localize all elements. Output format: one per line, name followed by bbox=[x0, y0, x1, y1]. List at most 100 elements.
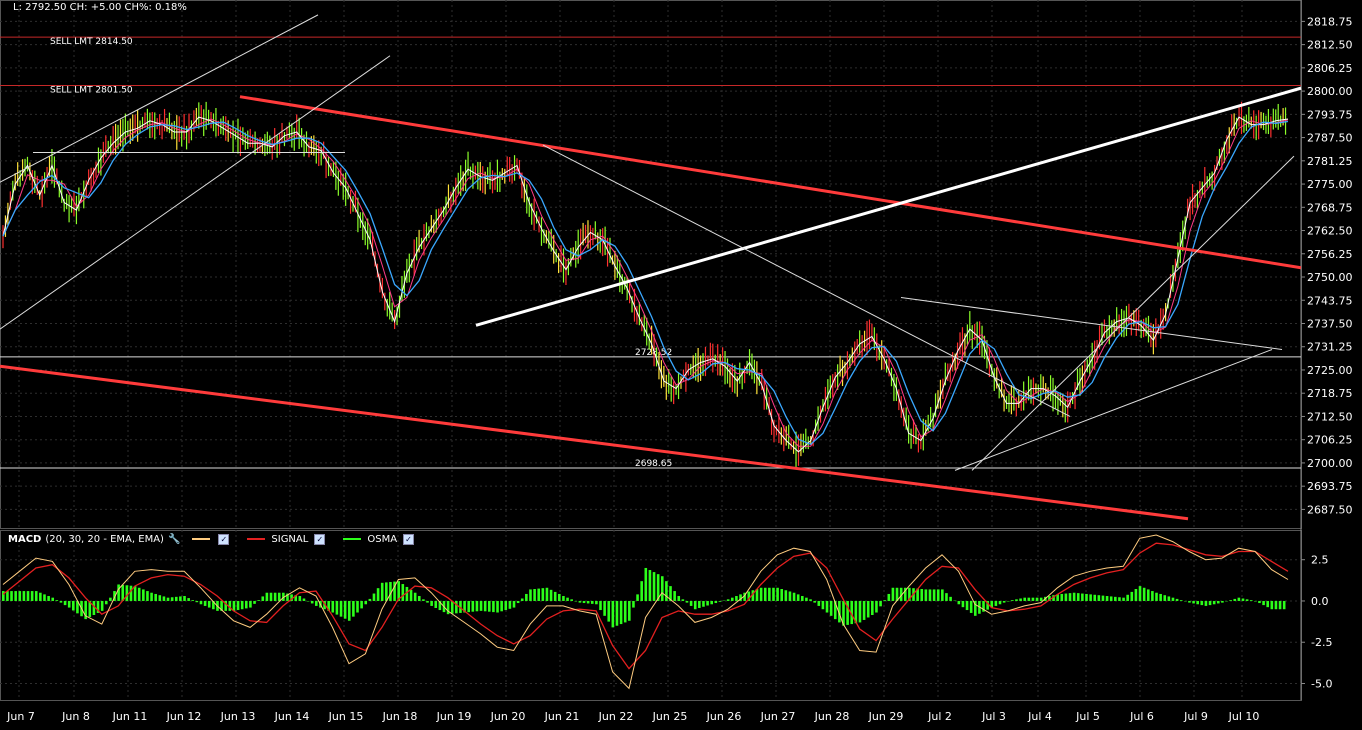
osma-bar bbox=[508, 600, 512, 609]
osma-bar bbox=[306, 600, 310, 602]
osma-bar bbox=[1027, 597, 1031, 601]
osma-bar bbox=[801, 596, 804, 601]
osma-bar bbox=[1151, 591, 1154, 601]
osma-bar bbox=[113, 591, 116, 601]
y-tick-label: 2806.25 bbox=[1307, 62, 1353, 75]
x-tick-label: Jun 29 bbox=[868, 710, 904, 723]
osma-bar bbox=[1085, 593, 1088, 601]
osma-bar bbox=[1048, 596, 1051, 601]
osma-bar bbox=[578, 600, 582, 603]
signal-label: SIGNAL bbox=[271, 533, 309, 545]
osma-bar bbox=[883, 600, 886, 601]
osma-bar bbox=[261, 596, 265, 601]
osma-bar bbox=[1060, 593, 1064, 601]
osma-bar bbox=[360, 600, 363, 609]
osma-bar bbox=[636, 594, 639, 601]
y-tick-label: 2787.50 bbox=[1307, 132, 1353, 145]
osma-bar bbox=[784, 590, 788, 601]
red-channel-upper bbox=[239, 95, 1302, 270]
osma-bar bbox=[936, 589, 940, 601]
ma-mid-line bbox=[2, 118, 1289, 447]
osma-bar bbox=[702, 600, 705, 607]
osma-bar bbox=[166, 597, 170, 601]
macd-checkbox-icon[interactable]: ✓ bbox=[218, 533, 230, 545]
osma-bar bbox=[401, 584, 405, 601]
osma-bar bbox=[792, 592, 796, 601]
osma-bar bbox=[574, 600, 578, 602]
osma-bar bbox=[796, 594, 800, 601]
osma-bar bbox=[973, 600, 977, 616]
osma-bar bbox=[846, 600, 849, 625]
osma-bar bbox=[352, 600, 355, 617]
macd-frame bbox=[0, 530, 1302, 701]
osma-bar bbox=[492, 600, 495, 613]
x-tick-label: Jul 10 bbox=[1228, 710, 1260, 723]
osma-bar bbox=[730, 597, 734, 601]
osma-bar bbox=[249, 600, 252, 608]
osma-bar bbox=[961, 600, 965, 608]
thin-diagonal-down bbox=[542, 144, 1071, 417]
osma-bar bbox=[965, 600, 969, 611]
osma-bar bbox=[895, 587, 899, 601]
osma-bar bbox=[315, 600, 318, 606]
osma-bar bbox=[920, 589, 924, 601]
osma-bar bbox=[409, 589, 413, 601]
osma-bar bbox=[1282, 600, 1286, 610]
osma-bar bbox=[656, 574, 660, 601]
y-tick-label: 2731.25 bbox=[1307, 341, 1353, 354]
osma-bar bbox=[500, 600, 503, 612]
osma-bar bbox=[487, 600, 491, 612]
triangle-upper bbox=[900, 296, 1283, 351]
x-tick-label: Jul 5 bbox=[1075, 710, 1100, 723]
osma-bar bbox=[405, 586, 409, 601]
macd-y-tick-label: -2.5 bbox=[1311, 636, 1332, 649]
osma-bar bbox=[660, 576, 664, 601]
x-tick-label: Jun 27 bbox=[760, 710, 796, 723]
osma-bar bbox=[430, 600, 433, 606]
osma-bar bbox=[706, 600, 709, 606]
osma-bar bbox=[1134, 589, 1138, 601]
osma-bar bbox=[586, 600, 590, 604]
osma-bar bbox=[941, 589, 944, 601]
osma-bar bbox=[862, 600, 866, 620]
osma-bar bbox=[595, 600, 598, 605]
osma-bar bbox=[1138, 586, 1142, 601]
osma-bar bbox=[1241, 598, 1245, 601]
osma-bar bbox=[916, 588, 919, 601]
x-tick-label: Jun 15 bbox=[328, 710, 364, 723]
osma-checkbox-icon[interactable]: ✓ bbox=[403, 533, 415, 545]
osma-bar bbox=[162, 596, 166, 601]
osma-bar bbox=[1237, 597, 1241, 601]
osma-bar bbox=[43, 594, 46, 601]
osma-bar bbox=[67, 600, 71, 608]
osma-bar bbox=[339, 600, 343, 617]
osma-bar bbox=[1188, 600, 1191, 603]
osma-bar bbox=[179, 596, 182, 601]
osma-bar bbox=[438, 600, 442, 611]
osma-bar bbox=[566, 597, 569, 601]
osma-bar bbox=[833, 600, 837, 620]
osma-bar bbox=[590, 600, 594, 604]
osma-label: OSMA bbox=[367, 533, 398, 545]
osma-bar bbox=[875, 600, 878, 613]
osma-bar bbox=[356, 600, 359, 613]
osma-bar bbox=[26, 591, 30, 601]
wrench-icon[interactable]: 🔧 bbox=[167, 533, 181, 545]
osma-bar bbox=[520, 598, 524, 601]
osma-bar bbox=[615, 600, 619, 626]
osma-bar bbox=[969, 600, 973, 613]
osma-bar bbox=[1064, 593, 1068, 601]
x-tick-label: Jun 8 bbox=[61, 710, 90, 723]
osma-bar bbox=[195, 600, 199, 603]
osma-bar bbox=[903, 587, 907, 601]
osma-bar bbox=[269, 592, 273, 601]
osma-bar bbox=[1142, 587, 1146, 601]
osma-bar bbox=[109, 597, 112, 601]
x-tick-label: Jun 18 bbox=[382, 710, 418, 723]
osma-bar bbox=[434, 600, 438, 608]
signal-checkbox-icon[interactable]: ✓ bbox=[314, 533, 326, 545]
osma-bar bbox=[426, 600, 429, 603]
osma-bar bbox=[142, 589, 145, 601]
osma-bar bbox=[739, 594, 742, 601]
